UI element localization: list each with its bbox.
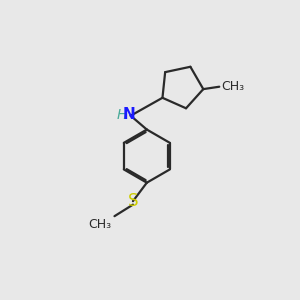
Text: CH₃: CH₃ — [221, 80, 244, 93]
Text: CH₃: CH₃ — [88, 218, 112, 232]
Text: N: N — [123, 107, 136, 122]
Text: S: S — [128, 192, 138, 210]
Text: H: H — [117, 107, 127, 122]
